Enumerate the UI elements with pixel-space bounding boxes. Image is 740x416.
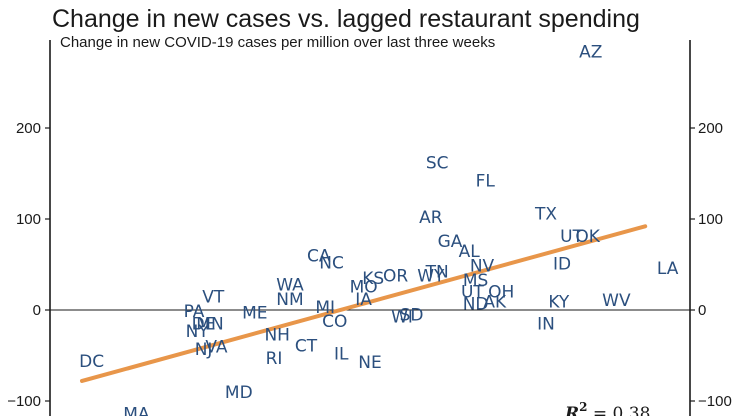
point-label-or: OR — [383, 266, 408, 286]
point-label-me: ME — [242, 304, 267, 324]
y-tick-label-right: 200 — [698, 120, 723, 137]
point-label-nd: ND — [463, 295, 489, 315]
point-label-az: AZ — [579, 42, 602, 62]
point-label-de: DE — [192, 315, 216, 335]
point-label-sc: SC — [426, 153, 449, 173]
point-label-nh: NH — [264, 325, 290, 345]
axes: 200 200 100 100 0 0 −100 −100 — [7, 40, 732, 416]
trendline — [80, 224, 648, 383]
trendline-group — [80, 224, 648, 383]
y-tick-label-left: 100 — [16, 211, 41, 228]
r-squared-annotation: R2 = 0.38 — [564, 400, 650, 416]
point-label-wv: WV — [602, 291, 631, 311]
point-label-nv: NV — [470, 256, 495, 276]
point-label-ne: NE — [358, 353, 381, 373]
point-label-ut: UT — [560, 227, 583, 247]
y-tick-label-right: 0 — [698, 302, 706, 319]
point-label-ia: IA — [355, 290, 372, 310]
chart-title: Change in new cases vs. lagged restauran… — [52, 5, 640, 33]
r-squared-symbol: R — [564, 404, 579, 416]
point-label-la: LA — [657, 259, 679, 279]
y-tick-label-right: −100 — [698, 393, 732, 410]
point-label-ca: CA — [307, 246, 331, 266]
y-tick-label-left: −100 — [7, 393, 41, 410]
r-squared-value: = 0.38 — [588, 404, 651, 416]
point-label-id: ID — [553, 255, 571, 275]
point-label-mo: MO — [350, 277, 378, 297]
y-tick-label-right: 100 — [698, 211, 723, 228]
chart-subtitle: Change in new COVID-19 cases per million… — [60, 34, 495, 51]
point-label-ar: AR — [419, 208, 443, 228]
y-tick-label-left: 200 — [16, 120, 41, 137]
point-label-oh: OH — [488, 283, 514, 303]
point-label-in: IN — [537, 315, 555, 335]
point-label-ks: KS — [362, 269, 384, 289]
point-label-ny: NY — [186, 322, 210, 342]
y-tick-label-left: 0 — [33, 302, 41, 319]
point-label-tn: TN — [425, 263, 449, 283]
point-label-nc: NC — [319, 254, 344, 274]
point-label-wa: WA — [276, 275, 304, 295]
point-label-md: MD — [225, 383, 253, 403]
point-label-ct: CT — [295, 336, 318, 356]
point-label-tx: TX — [534, 204, 557, 224]
point-label-il: IL — [334, 345, 349, 365]
point-label-ak: AK — [483, 293, 507, 313]
r-squared-superscript: 2 — [579, 400, 587, 414]
point-label-co: CO — [322, 312, 347, 332]
point-label-dc: DC — [79, 352, 104, 372]
point-label-vt: VT — [202, 287, 225, 307]
point-label-ga: GA — [438, 232, 463, 252]
point-label-ok: OK — [575, 227, 600, 247]
point-label-fl: FL — [476, 172, 496, 192]
point-label-mn: MN — [196, 315, 223, 335]
point-label-ma: MA — [123, 405, 150, 416]
point-label-al: AL — [459, 242, 481, 262]
point-label-mi: MI — [315, 298, 335, 318]
point-label-wi: WI — [391, 307, 413, 327]
point-label-ut: UT — [461, 283, 484, 303]
point-label-ms: MS — [463, 271, 488, 291]
point-label-pa: PA — [184, 302, 205, 322]
point-label-nj: NJ — [195, 340, 213, 360]
point-label-ri: RI — [266, 349, 283, 369]
point-label-va: VA — [205, 337, 228, 357]
point-label-nm: NM — [276, 290, 303, 310]
point-label-sd: SD — [400, 305, 424, 325]
point-label-wy: WY — [417, 266, 445, 286]
point-label-ky: KY — [548, 293, 570, 313]
